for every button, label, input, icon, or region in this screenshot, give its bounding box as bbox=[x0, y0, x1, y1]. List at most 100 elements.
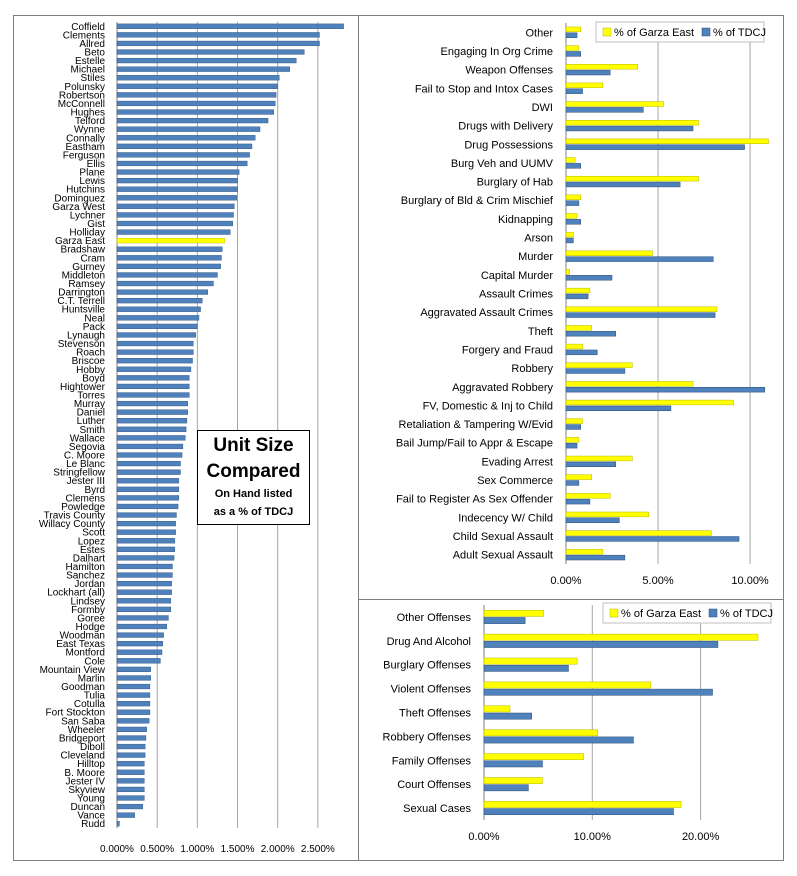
unit-bar bbox=[116, 572, 173, 578]
callout-subtitle-2: as a % of TDCJ bbox=[213, 506, 294, 518]
unit-bar bbox=[116, 581, 172, 587]
category-label: Violent Offenses bbox=[391, 684, 472, 696]
unit-label: Daniel bbox=[77, 408, 105, 419]
unit-label: Wheeler bbox=[68, 725, 106, 736]
unit-bar bbox=[116, 272, 218, 278]
unit-bar bbox=[116, 675, 151, 681]
unit-bar bbox=[116, 692, 151, 698]
unit-label: Goree bbox=[77, 613, 105, 624]
unit-bar bbox=[116, 418, 188, 424]
tdcj-bar bbox=[565, 219, 581, 225]
unit-label: C. Moore bbox=[64, 451, 106, 462]
unit-bar bbox=[116, 263, 221, 269]
tdcj-bar bbox=[565, 405, 672, 412]
category-label: Robbery Offenses bbox=[383, 731, 472, 743]
unit-label: Duncan bbox=[71, 802, 105, 813]
unit-label: Skyview bbox=[68, 785, 105, 796]
garza-bar bbox=[565, 175, 699, 182]
category-label: Engaging In Org Crime bbox=[441, 46, 554, 58]
unit-label: Ramsey bbox=[68, 279, 105, 290]
garza-bar bbox=[565, 455, 633, 462]
tdcj-bar bbox=[565, 498, 591, 505]
unit-label: Jester III bbox=[67, 476, 105, 487]
garza-bar bbox=[565, 82, 604, 89]
unit-label: Fort Stockton bbox=[46, 708, 105, 719]
category-label: Other Offenses bbox=[397, 612, 472, 624]
tdcj-bar bbox=[565, 293, 589, 300]
tdcj-bar bbox=[565, 517, 620, 523]
unit-label: Boyd bbox=[82, 373, 105, 384]
callout-subtitle-1: On Hand listed bbox=[214, 488, 293, 500]
garza-bar bbox=[483, 609, 544, 617]
category-label: FV, Domestic & Inj to Child bbox=[423, 400, 553, 412]
garza-bar bbox=[483, 705, 511, 713]
category-label: Evading Arrest bbox=[481, 456, 553, 468]
category-label: Sex Commerce bbox=[477, 475, 553, 487]
unit-bar bbox=[116, 803, 143, 810]
unit-label: Ferguson bbox=[63, 150, 105, 161]
tdcj-bar bbox=[565, 107, 644, 113]
unit-bar bbox=[116, 503, 179, 510]
tdcj-bar bbox=[483, 664, 569, 672]
unit-label: Lopez bbox=[78, 536, 105, 547]
unit-label: Formby bbox=[71, 605, 105, 616]
unit-bar bbox=[116, 83, 278, 89]
garza-bar bbox=[565, 45, 580, 51]
unit-label: Gurney bbox=[72, 262, 105, 273]
unit-bar bbox=[116, 220, 233, 227]
category-label: Burglary of Bld & Crim Mischief bbox=[401, 195, 554, 207]
unit-size-callout: Unit Size Compared On Hand listed as a %… bbox=[197, 430, 310, 525]
x-tick-label: 20.00% bbox=[682, 831, 720, 843]
category-label: Kidnapping bbox=[498, 214, 553, 226]
tdcj-bar bbox=[565, 387, 766, 393]
legend-box bbox=[595, 21, 765, 43]
unit-label: Polunsky bbox=[64, 82, 105, 93]
x-tick-label: 2.500% bbox=[301, 844, 335, 855]
unit-bar bbox=[116, 486, 180, 492]
unit-label: Travis County bbox=[44, 511, 105, 522]
garza-bar bbox=[483, 657, 578, 665]
unit-label: Segovia bbox=[69, 442, 106, 453]
unit-label: Murray bbox=[74, 399, 105, 410]
unit-bar bbox=[116, 169, 240, 175]
unit-label: Plane bbox=[79, 168, 105, 179]
garza-bar bbox=[565, 231, 574, 238]
unit-label: East Texas bbox=[56, 639, 105, 650]
unit-label: Wallace bbox=[70, 433, 106, 444]
unit-bar bbox=[116, 118, 269, 124]
unit-label: Hutchins bbox=[66, 185, 105, 196]
garza-bar bbox=[483, 753, 584, 761]
unit-label: Powledge bbox=[61, 502, 105, 513]
unit-label: Hilltop bbox=[77, 759, 105, 770]
garza-bar bbox=[483, 633, 759, 641]
unit-bar bbox=[116, 255, 222, 261]
unit-bar bbox=[116, 615, 169, 621]
tdcj-bar bbox=[565, 125, 694, 132]
category-label: Other bbox=[525, 27, 553, 39]
unit-label: Hodge bbox=[76, 622, 106, 633]
category-label: Fail to Stop and Intox Cases bbox=[415, 83, 554, 95]
tdcj-bar bbox=[565, 69, 611, 76]
category-label: Theft bbox=[528, 326, 553, 338]
tdcj-bar bbox=[483, 641, 719, 648]
legend-tdcj-label: % of TDCJ bbox=[713, 27, 766, 39]
legend-garza-label: % of Garza East bbox=[614, 27, 694, 39]
unit-bar bbox=[116, 563, 173, 570]
unit-bar bbox=[116, 32, 320, 38]
category-label: Drugs with Delivery bbox=[458, 121, 553, 133]
unit-bar bbox=[116, 743, 146, 750]
unit-label: Young bbox=[77, 793, 105, 804]
category-label: Indecency W/ Child bbox=[458, 512, 553, 524]
tdcj-bar bbox=[565, 554, 626, 561]
callout-title-2: Compared bbox=[206, 461, 301, 482]
unit-bar bbox=[116, 306, 201, 312]
unit-bar bbox=[116, 100, 276, 107]
category-label: Drug And Alcohol bbox=[387, 636, 471, 648]
tdcj-bar bbox=[483, 808, 674, 816]
unit-label: B. Moore bbox=[64, 768, 105, 779]
tdcj-bar bbox=[565, 51, 581, 57]
unit-label: Lewis bbox=[79, 176, 105, 187]
unit-label: Stringfellow bbox=[53, 468, 105, 479]
unit-bar bbox=[116, 40, 320, 47]
tdcj-bar bbox=[483, 688, 713, 696]
